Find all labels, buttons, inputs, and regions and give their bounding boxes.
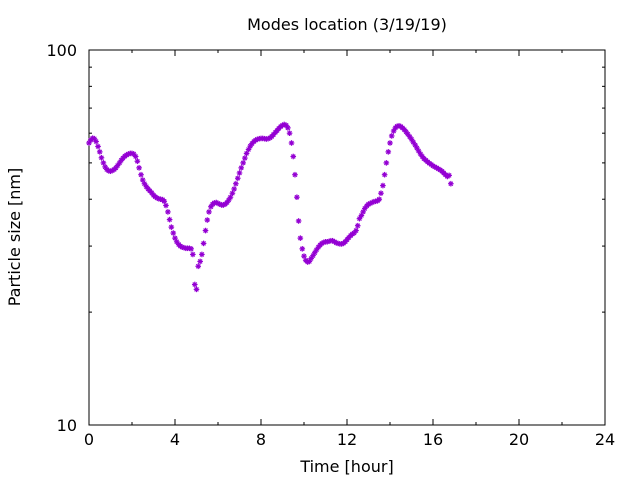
data-point: [285, 125, 291, 131]
data-point: [132, 153, 139, 160]
data-point: [134, 158, 141, 165]
data-point: [188, 246, 194, 252]
data-point: [292, 171, 298, 178]
data-point: [295, 218, 302, 224]
y-axis-label: Particle size [nm]: [5, 168, 24, 307]
data-point: [204, 217, 211, 223]
data-point: [354, 222, 361, 229]
x-tick-label: 4: [170, 430, 180, 449]
data-point: [299, 246, 306, 252]
data-point: [288, 140, 295, 146]
data-point: [353, 227, 359, 234]
x-tick-label: 0: [84, 430, 94, 449]
data-points: [86, 121, 454, 293]
data-point: [165, 209, 171, 215]
chart-title: Modes location (3/19/19): [247, 15, 447, 34]
data-point: [405, 131, 411, 138]
data-point: [446, 172, 452, 179]
data-point: [286, 130, 293, 136]
data-point: [166, 216, 173, 223]
data-point: [380, 182, 386, 189]
data-point: [388, 133, 395, 139]
y-axis: 10 100: [46, 41, 605, 435]
data-point: [238, 165, 245, 171]
data-point: [229, 190, 236, 197]
data-point: [376, 196, 383, 203]
data-point: [297, 235, 304, 241]
data-point: [98, 154, 105, 161]
y-tick-label: 10: [57, 416, 77, 435]
x-tick-label: 24: [595, 430, 615, 449]
data-point: [243, 150, 250, 157]
data-point: [195, 263, 202, 270]
data-point: [231, 186, 237, 192]
data-point: [240, 160, 246, 166]
data-point: [387, 140, 393, 146]
data-point: [381, 171, 388, 178]
data-point: [383, 160, 390, 166]
data-point: [199, 251, 205, 258]
data-point: [202, 227, 209, 234]
data-point: [93, 138, 99, 145]
data-point: [191, 281, 198, 288]
data-point: [390, 128, 397, 134]
data-point: [385, 149, 392, 155]
data-point: [96, 149, 103, 155]
data-point: [242, 155, 248, 161]
x-tick-label: 20: [509, 430, 529, 449]
data-point: [136, 165, 142, 171]
data-point: [329, 237, 336, 244]
data-point: [236, 170, 243, 176]
data-point: [163, 202, 169, 209]
data-point: [448, 180, 454, 187]
data-point: [190, 251, 196, 258]
data-point: [378, 190, 384, 197]
data-point: [95, 143, 101, 150]
x-tick-label: 16: [423, 430, 443, 449]
data-point: [161, 198, 168, 205]
x-axis: 0 4 8 12 16 20 24: [84, 50, 615, 449]
data-point: [168, 224, 175, 230]
data-point: [410, 139, 417, 145]
data-point: [200, 240, 207, 247]
data-point: [138, 171, 144, 178]
data-point: [227, 194, 234, 201]
x-tick-label: 12: [337, 430, 357, 449]
data-point: [233, 180, 239, 187]
data-point: [193, 286, 200, 293]
x-axis-label: Time [hour]: [299, 457, 393, 476]
y-tick-label: 100: [46, 41, 77, 60]
data-point: [290, 153, 297, 160]
data-point: [206, 209, 212, 215]
data-point: [294, 194, 300, 201]
data-point: [308, 255, 314, 262]
data-point: [197, 258, 203, 265]
data-point: [234, 175, 241, 182]
x-tick-label: 8: [256, 430, 266, 449]
data-point: [170, 230, 177, 236]
